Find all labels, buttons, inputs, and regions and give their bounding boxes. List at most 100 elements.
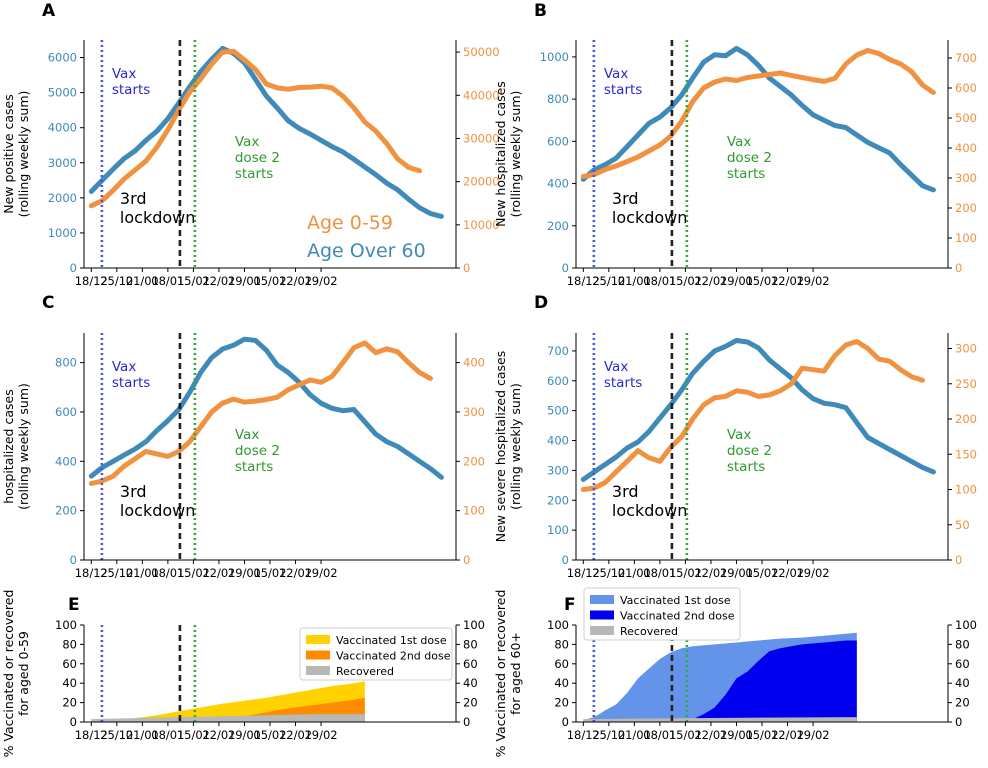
y-axis-label: % Vaccinated or recoveredfor aged 0-59 — [1, 590, 31, 758]
x-tick-label: 19/02 — [304, 566, 337, 580]
y-right-tick-label: 0 — [463, 715, 470, 729]
x-tick-label: 12/02 — [771, 566, 804, 580]
vax-starts-annotation: Vax starts — [604, 359, 642, 391]
x-tick-label: 05/02 — [253, 728, 286, 742]
y-right-tick-label: 30000 — [463, 131, 500, 145]
y-left-tick-label: 600 — [547, 134, 569, 148]
y-left-tick-label: 600 — [547, 374, 569, 388]
panel-d: D 18/1225/1201/0108/0115/0122/0129/0105/0… — [493, 293, 977, 580]
x-tick-label: 29/01 — [720, 274, 753, 288]
y-right-tick-label: 600 — [955, 81, 977, 95]
y-left-tick-label: 0 — [70, 261, 77, 275]
y-left-tick-label: 200 — [55, 504, 77, 518]
y-left-tick-label: 400 — [547, 177, 569, 191]
legend-swatch — [590, 610, 614, 620]
series-line — [88, 48, 422, 209]
y-right-tick-label: 200 — [463, 454, 485, 468]
x-tick-label: 12/02 — [279, 274, 312, 288]
y-left-tick-label: 1000 — [48, 226, 77, 240]
y-left-tick-label: 800 — [55, 356, 77, 370]
y-left-tick-label: 400 — [547, 434, 569, 448]
lockdown-annotation: 3rd lockdown — [120, 482, 195, 520]
y-left-tick-label: 20 — [62, 696, 77, 710]
y-right-tick-label: 40 — [955, 676, 970, 690]
y-right-tick-label: 300 — [463, 405, 485, 419]
x-tick-label: 08/01 — [643, 566, 676, 580]
x-tick-label: 18/12 — [75, 728, 108, 742]
legend-age-over-60: Age Over 60 — [307, 240, 426, 262]
y-left-tick-label: 80 — [554, 637, 569, 651]
x-tick-label: 08/01 — [643, 274, 676, 288]
y-left-tick-label: 0 — [562, 261, 569, 275]
x-tick-label: 01/01 — [618, 274, 651, 288]
legend-label: Vaccinated 1st dose — [336, 634, 447, 647]
y-right-tick-label: 50 — [955, 518, 970, 532]
y-left-tick-label: 80 — [62, 637, 77, 651]
y-left-tick-label: 0 — [562, 715, 569, 729]
y-left-tick-label: 100 — [55, 618, 77, 632]
x-tick-label: 25/12 — [100, 728, 133, 742]
x-tick-label: 12/02 — [279, 728, 312, 742]
x-tick-label: 22/01 — [202, 274, 235, 288]
y-left-tick-label: 20 — [554, 696, 569, 710]
x-tick-label: 08/01 — [151, 274, 184, 288]
y-axis-label: % Vaccinated or recoveredfor aged 60+ — [493, 590, 523, 758]
x-tick-label: 18/12 — [75, 566, 108, 580]
y-right-tick-label: 60 — [463, 657, 478, 671]
series-line — [88, 45, 444, 219]
x-tick-label: 18/12 — [567, 728, 600, 742]
x-tick-label: 05/02 — [745, 566, 778, 580]
vax-starts-annotation: Vax starts — [604, 66, 642, 98]
panel-letter: C — [42, 293, 54, 313]
x-tick-label: 22/01 — [694, 274, 727, 288]
y-right-tick-label: 200 — [955, 412, 977, 426]
x-tick-label: 01/01 — [618, 566, 651, 580]
dose2-starts-annotation: Vax dose 2 starts — [727, 134, 772, 182]
y-left-tick-label: 5000 — [48, 86, 77, 100]
x-tick-label: 19/02 — [796, 274, 829, 288]
x-tick-label: 25/12 — [592, 728, 625, 742]
x-tick-label: 19/02 — [304, 274, 337, 288]
x-tick-label: 08/01 — [643, 728, 676, 742]
y-left-tick-label: 400 — [55, 454, 77, 468]
x-tick-label: 29/01 — [228, 274, 261, 288]
y-left-tick-label: 4000 — [48, 121, 77, 135]
x-tick-label: 29/01 — [720, 728, 753, 742]
y-left-tick-label: 200 — [547, 493, 569, 507]
x-tick-label: 22/01 — [202, 728, 235, 742]
y-right-tick-label: 50000 — [463, 45, 500, 59]
y-left-tick-label: 100 — [547, 523, 569, 537]
y-right-tick-label: 100 — [955, 618, 977, 632]
x-tick-label: 15/01 — [669, 728, 702, 742]
y-left-tick-label: 600 — [55, 405, 77, 419]
y-left-tick-label: 500 — [547, 404, 569, 418]
x-tick-label: 01/01 — [126, 728, 159, 742]
legend-label: Vaccinated 2nd dose — [336, 650, 451, 663]
y-left-tick-label: 60 — [554, 657, 569, 671]
y-right-tick-label: 10000 — [463, 218, 500, 232]
x-tick-label: 15/01 — [669, 274, 702, 288]
y-left-tick-label: 60 — [62, 657, 77, 671]
x-tick-label: 05/02 — [253, 274, 286, 288]
y-right-tick-label: 100 — [463, 618, 485, 632]
x-tick-label: 22/01 — [694, 728, 727, 742]
y-right-tick-label: 100 — [463, 504, 485, 518]
lockdown-annotation: 3rd lockdown — [120, 189, 195, 227]
y-left-tick-label: 200 — [547, 219, 569, 233]
legend-label: Vaccinated 2nd dose — [620, 610, 735, 623]
x-tick-label: 08/01 — [151, 728, 184, 742]
y-right-tick-label: 0 — [463, 553, 470, 567]
y-right-tick-label: 80 — [955, 637, 970, 651]
y-axis-label: New positive cases(rolling weekly sum) — [1, 91, 31, 218]
x-tick-label: 19/02 — [796, 566, 829, 580]
area-series — [583, 640, 857, 722]
y-right-tick-label: 100 — [955, 483, 977, 497]
y-left-tick-label: 6000 — [48, 51, 77, 65]
y-left-tick-label: 3000 — [48, 156, 77, 170]
y-right-tick-label: 0 — [955, 261, 962, 275]
dose2-starts-annotation: Vax dose 2 starts — [727, 427, 772, 475]
x-tick-label: 01/01 — [126, 274, 159, 288]
y-left-tick-label: 100 — [547, 618, 569, 632]
y-axis-label: New severe hospitalized cases(rolling we… — [493, 351, 523, 542]
